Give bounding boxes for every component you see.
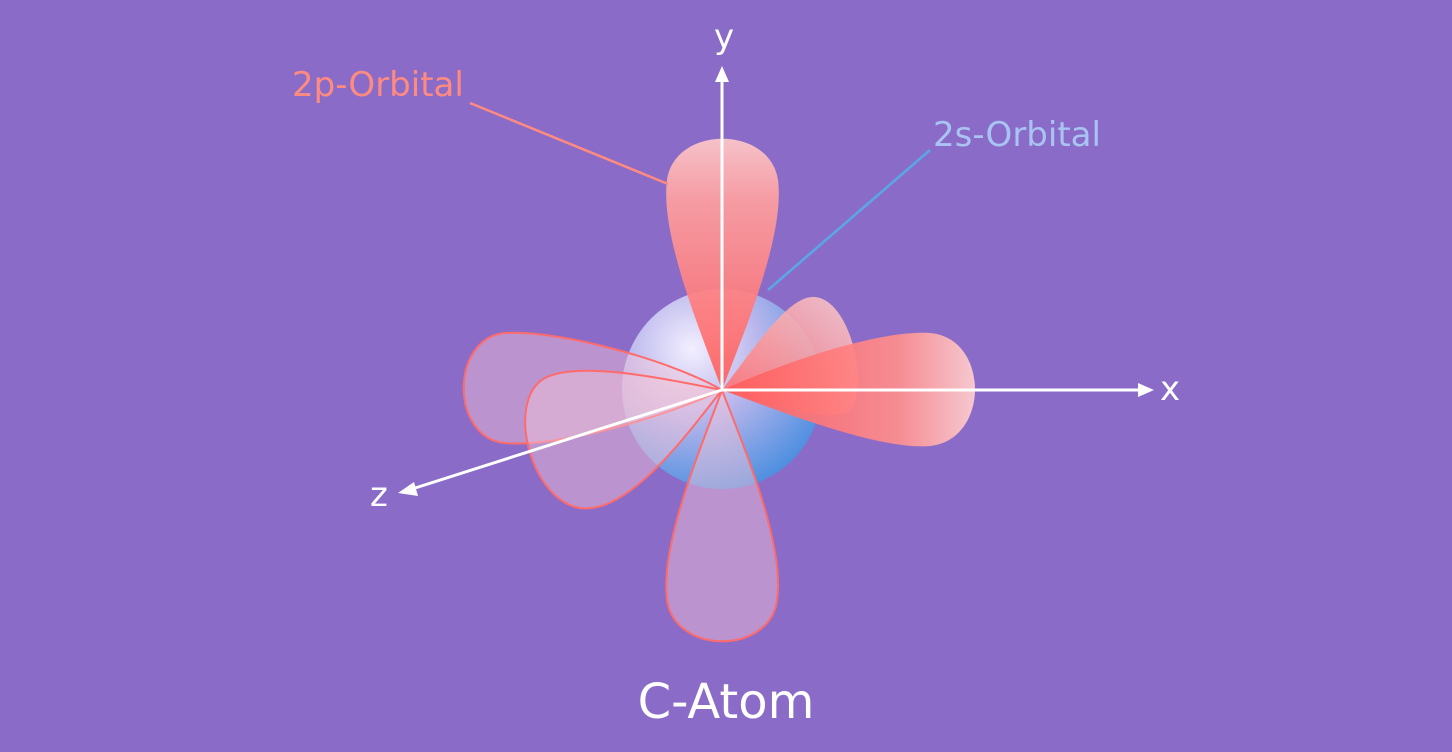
p-orbital-lobe-minus-y [665,387,779,643]
axes [398,66,1154,496]
z-axis-arrowhead [398,482,418,496]
y-axis-arrowhead [715,66,729,82]
caption: C-Atom [637,674,815,730]
x-axis-label: x [1160,369,1181,409]
p-orbital-lobe-minus-x [462,331,725,445]
p-orbital-label: 2p-Orbital [292,65,464,105]
s-orbital-leader-line [767,149,931,291]
z-axis-line [411,388,723,491]
p-orbital-leader-line [469,101,669,186]
s-orbital-label: 2s-Orbital [933,115,1101,155]
z-axis-label: z [370,475,388,515]
y-axis-label: y [714,17,735,57]
x-axis-arrowhead [1138,383,1154,397]
